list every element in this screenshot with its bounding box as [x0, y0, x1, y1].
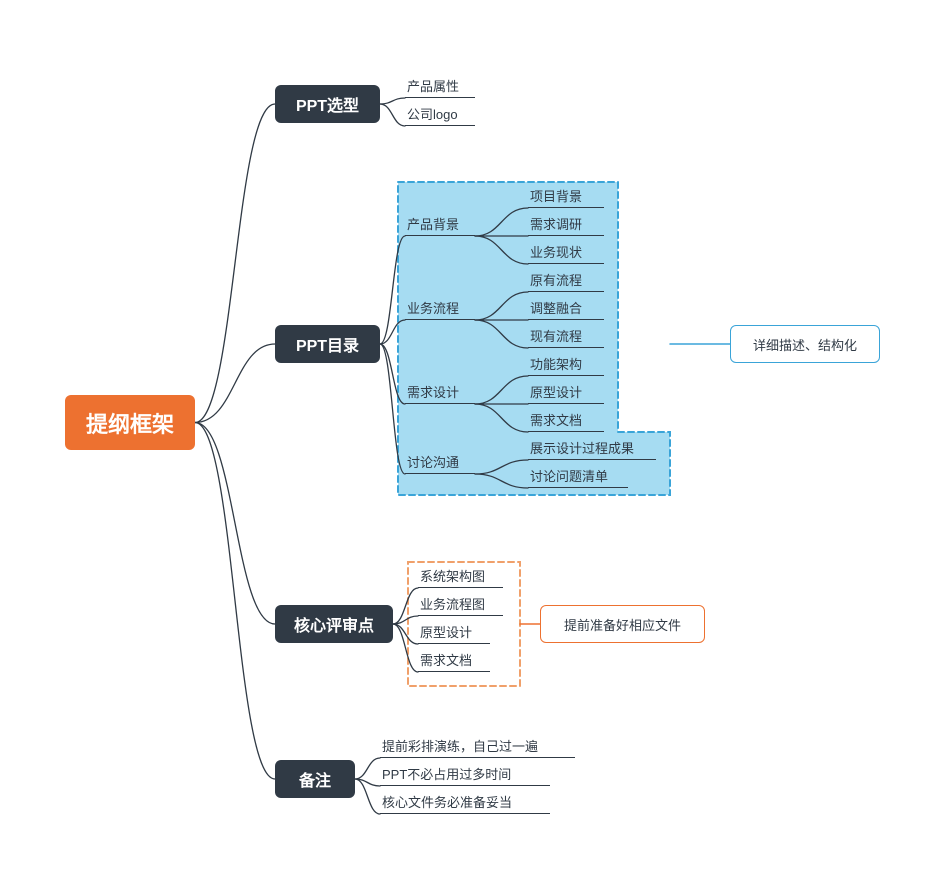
branch-b1: PPT选型: [275, 85, 380, 123]
leaf-b2-3-1: 讨论问题清单: [528, 470, 628, 488]
node-b3-1: 业务流程图: [418, 598, 503, 616]
leaf-b2-0-2: 业务现状: [528, 246, 604, 264]
node-b3-0: 系统架构图: [418, 570, 503, 588]
branch-b4: 备注: [275, 760, 355, 798]
node-b3-2: 原型设计: [418, 626, 490, 644]
root-node: 提纲框架: [65, 395, 195, 450]
node-b1-0: 产品属性: [405, 80, 475, 98]
node-b4-0: 提前彩排演练，自己过一遍: [380, 740, 575, 758]
leaf-b2-1-1: 调整融合: [528, 302, 604, 320]
branch-b2: PPT目录: [275, 325, 380, 363]
node-b2-1: 业务流程: [405, 302, 475, 320]
leaf-b2-1-0: 原有流程: [528, 274, 604, 292]
mindmap-canvas: 提纲框架 PPT选型 产品属性公司logo PPT目录 产品背景 项目背景需求调研业务现状…: [0, 0, 935, 870]
node-b3-3: 需求文档: [418, 654, 490, 672]
node-b1-1: 公司logo: [405, 108, 475, 126]
node-b2-3: 讨论沟通: [405, 456, 475, 474]
leaf-b2-3-0: 展示设计过程成果: [528, 442, 656, 460]
leaf-b2-2-0: 功能架构: [528, 358, 604, 376]
leaf-b2-0-1: 需求调研: [528, 218, 604, 236]
leaf-b2-1-2: 现有流程: [528, 330, 604, 348]
node-b2-2: 需求设计: [405, 386, 475, 404]
node-b4-2: 核心文件务必准备妥当: [380, 796, 550, 814]
node-b4-1: PPT不必占用过多时间: [380, 768, 550, 786]
leaf-b2-2-1: 原型设计: [528, 386, 604, 404]
branch-b3: 核心评审点: [275, 605, 393, 643]
note-b3: 提前准备好相应文件: [540, 605, 705, 643]
leaf-b2-2-2: 需求文档: [528, 414, 604, 432]
node-b2-0: 产品背景: [405, 218, 475, 236]
leaf-b2-0-0: 项目背景: [528, 190, 604, 208]
note-b2: 详细描述、结构化: [730, 325, 880, 363]
